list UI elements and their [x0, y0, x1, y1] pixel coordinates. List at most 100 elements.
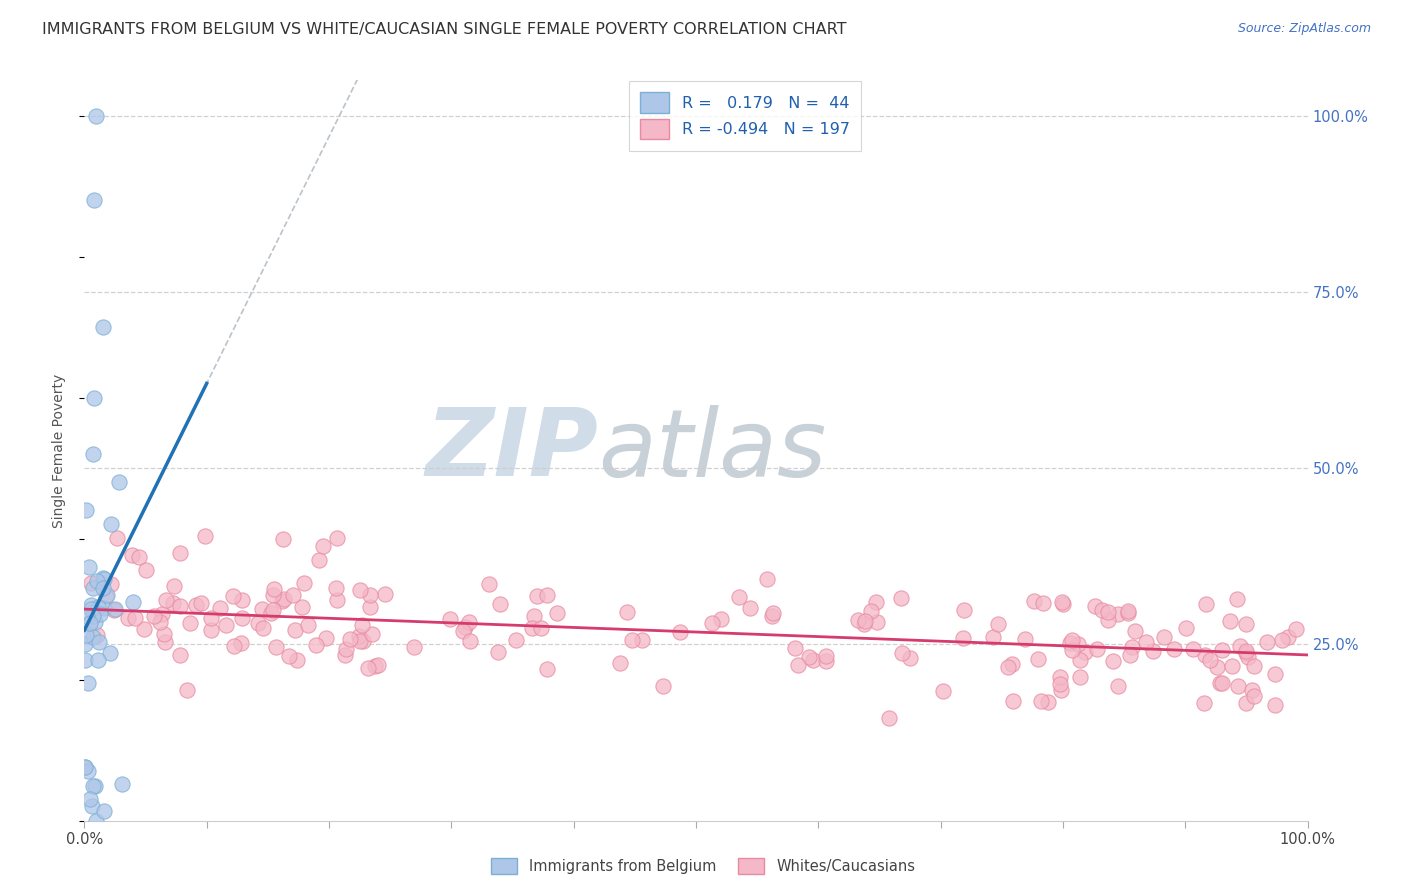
Point — [797, 650, 820, 665]
Point — [134, 623, 156, 637]
Point — [1234, 644, 1257, 658]
Point — [103, 603, 125, 617]
Point — [787, 658, 810, 673]
Point — [1097, 606, 1119, 620]
Point — [124, 611, 146, 625]
Text: Source: ZipAtlas.com: Source: ZipAtlas.com — [1237, 22, 1371, 36]
Point — [93, 804, 115, 818]
Point — [1195, 597, 1218, 611]
Point — [478, 577, 501, 591]
Point — [848, 613, 870, 627]
Point — [83, 193, 105, 207]
Point — [304, 638, 326, 652]
Point — [523, 609, 546, 624]
Point — [1001, 657, 1024, 672]
Point — [1264, 698, 1286, 712]
Point — [1116, 606, 1139, 620]
Point — [135, 563, 157, 577]
Point — [1050, 594, 1073, 608]
Point — [292, 576, 315, 591]
Point — [87, 599, 110, 614]
Point — [169, 599, 191, 613]
Point — [439, 612, 461, 626]
Point — [98, 646, 121, 660]
Point — [281, 588, 304, 602]
Point — [75, 760, 97, 774]
Point — [155, 593, 177, 607]
Point — [326, 593, 349, 607]
Point — [1271, 632, 1294, 647]
Point — [801, 653, 824, 667]
Point — [87, 653, 110, 667]
Legend: Immigrants from Belgium, Whites/Caucasians: Immigrants from Belgium, Whites/Caucasia… — [485, 852, 921, 880]
Point — [1038, 696, 1060, 710]
Point — [1121, 640, 1143, 655]
Point — [1236, 649, 1258, 664]
Point — [755, 572, 778, 586]
Text: IMMIGRANTS FROM BELGIUM VS WHITE/CAUCASIAN SINGLE FEMALE POVERTY CORRELATION CHA: IMMIGRANTS FROM BELGIUM VS WHITE/CAUCASI… — [42, 22, 846, 37]
Point — [176, 682, 198, 697]
Text: ZIP: ZIP — [425, 404, 598, 497]
Point — [352, 618, 374, 632]
Point — [1234, 646, 1257, 660]
Point — [1085, 642, 1108, 657]
Point — [1219, 614, 1241, 628]
Point — [1199, 653, 1222, 667]
Point — [404, 640, 426, 654]
Point — [347, 629, 370, 643]
Point — [179, 615, 201, 630]
Point — [1108, 607, 1130, 621]
Point — [866, 615, 889, 629]
Point — [264, 640, 287, 654]
Point — [1101, 654, 1123, 668]
Point — [277, 648, 299, 663]
Point — [82, 609, 104, 624]
Point — [1211, 642, 1233, 657]
Point — [86, 628, 108, 642]
Point — [315, 631, 337, 645]
Point — [262, 588, 284, 602]
Point — [1050, 682, 1073, 697]
Point — [190, 596, 212, 610]
Point — [263, 582, 285, 597]
Point — [1234, 696, 1257, 710]
Point — [1135, 634, 1157, 648]
Point — [73, 760, 96, 774]
Point — [82, 447, 104, 461]
Point — [953, 603, 976, 617]
Point — [312, 539, 335, 553]
Point — [1091, 603, 1114, 617]
Point — [169, 648, 191, 662]
Point — [91, 581, 114, 595]
Point — [82, 605, 104, 619]
Point — [890, 646, 912, 660]
Text: atlas: atlas — [598, 405, 827, 496]
Point — [349, 582, 371, 597]
Point — [231, 593, 253, 607]
Point — [814, 649, 837, 664]
Point — [93, 601, 115, 615]
Point — [1067, 637, 1090, 651]
Point — [84, 109, 107, 123]
Point — [284, 623, 307, 637]
Point — [89, 607, 111, 622]
Point — [117, 611, 139, 625]
Point — [96, 589, 118, 603]
Point — [262, 603, 284, 617]
Point — [149, 615, 172, 629]
Point — [1060, 632, 1083, 647]
Point — [285, 653, 308, 667]
Point — [359, 588, 381, 602]
Point — [952, 631, 974, 645]
Point — [89, 635, 111, 649]
Point — [349, 634, 371, 648]
Point — [668, 625, 690, 640]
Point — [1243, 690, 1265, 704]
Point — [260, 606, 283, 620]
Point — [91, 571, 114, 585]
Point — [80, 599, 103, 613]
Point — [454, 620, 477, 634]
Point — [505, 633, 527, 648]
Point — [82, 779, 104, 793]
Point — [100, 517, 122, 532]
